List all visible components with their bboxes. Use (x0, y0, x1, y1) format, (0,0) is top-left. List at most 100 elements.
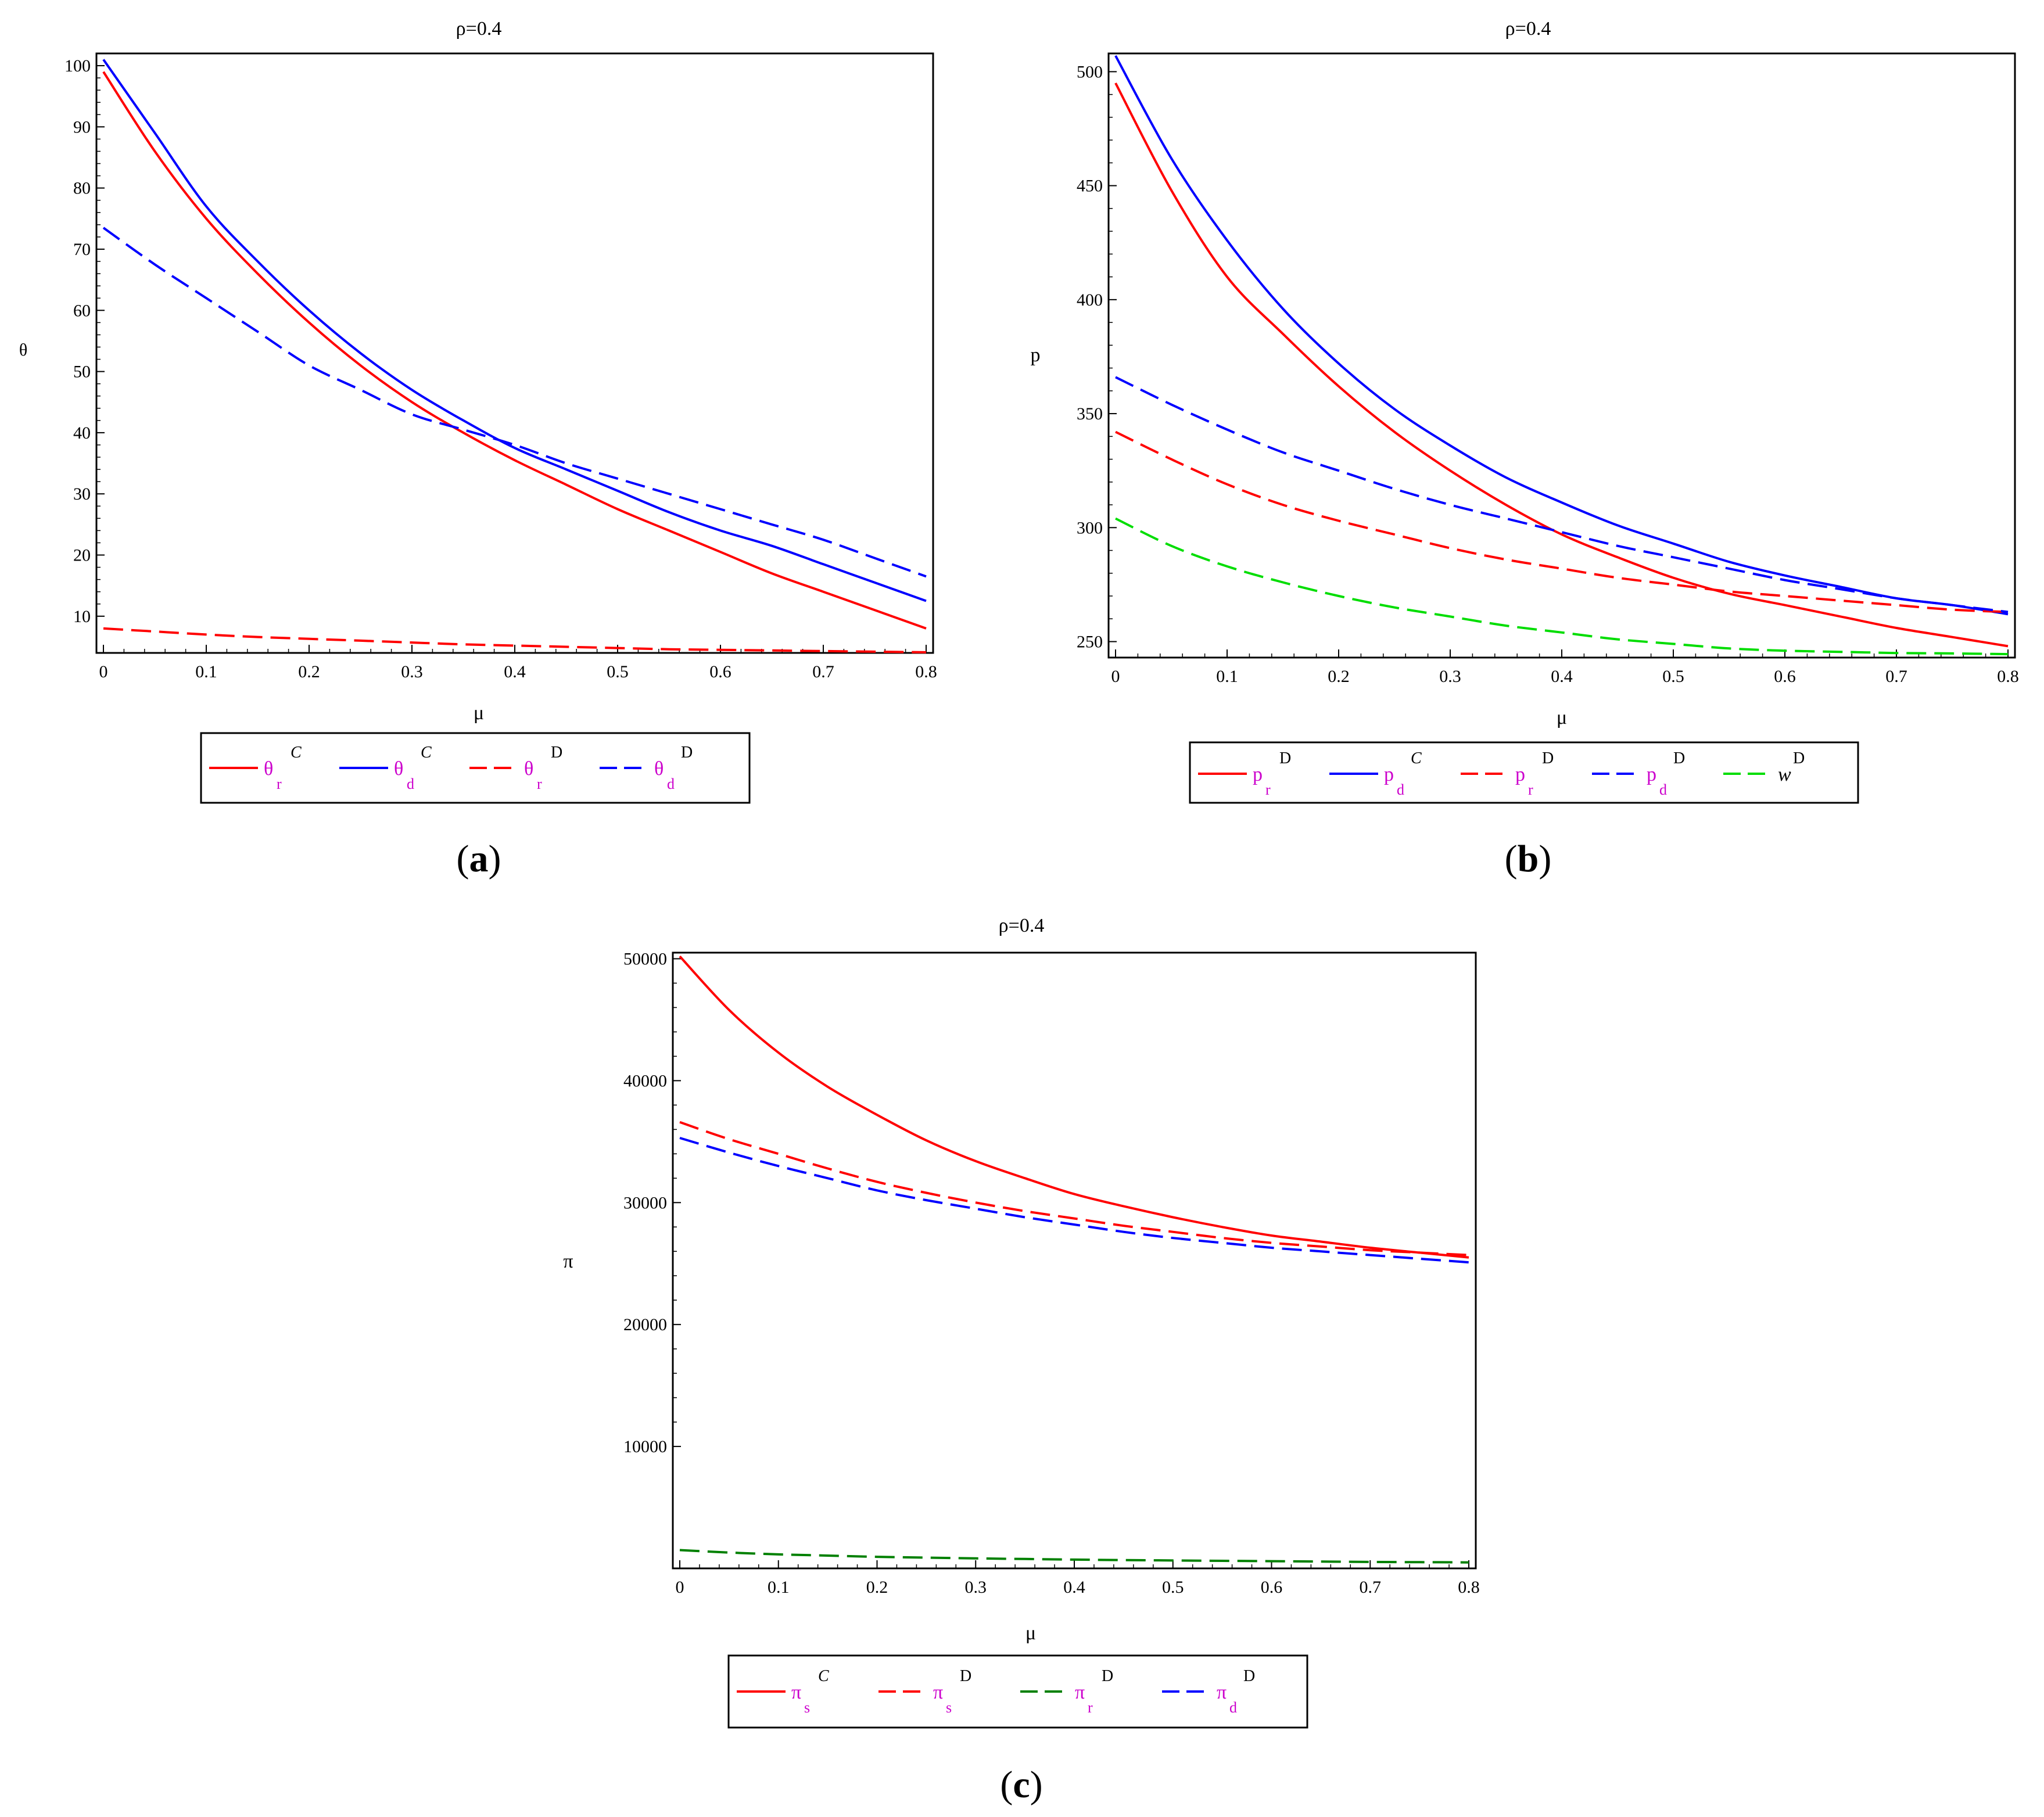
x-tick-label: 0.2 (298, 662, 320, 681)
chart-a-ylabel: θ (19, 340, 27, 360)
series-line-r-C-solid (102, 71, 927, 630)
chart-c-title: ρ=0.4 (999, 915, 1045, 936)
x-tick-label: 0.4 (1063, 1578, 1085, 1597)
y-tick-label: 20000 (623, 1315, 667, 1334)
legend-label-base: π (1075, 1682, 1085, 1703)
legend-label-sup: D (960, 1667, 971, 1685)
legend-label-sup: C (421, 744, 432, 762)
panel-c-profit-chart: ρ=0.4 π μ 10000 20000 30000 40000 50000 0 0.1… (563, 915, 1479, 1806)
y-tick-label: 90 (73, 117, 91, 137)
legend-label-sub: r (1265, 781, 1271, 798)
y-tick-label: 20 (73, 546, 91, 565)
chart-c-caption: (c) (1000, 1764, 1042, 1806)
y-tick-label: 40 (73, 423, 91, 443)
chart-c-xlabel: μ (1025, 1622, 1036, 1644)
x-tick-label: 0.5 (607, 662, 629, 681)
series-line-d-D-dashed (102, 227, 927, 578)
chart-a-caption: (a) (457, 838, 501, 880)
legend-label-base: θ (524, 758, 533, 780)
legend-label-base: θ (394, 758, 403, 780)
legend-label-sub: r (537, 775, 542, 792)
legend-label-base: θ (264, 758, 273, 780)
legend-label-base: π (933, 1682, 943, 1703)
x-tick-label: 0.1 (768, 1578, 790, 1597)
y-tick-label: 400 (1077, 290, 1103, 310)
y-tick-label: 500 (1077, 62, 1103, 81)
series-line-d-D-dashed (679, 1137, 1469, 1264)
legend-label-base: p (1384, 764, 1394, 785)
chart-b-y-ticks: 250 300 350 400 450 500 (1077, 62, 1117, 652)
x-tick-label: 0.3 (965, 1578, 987, 1597)
x-tick-label: 0.6 (709, 662, 731, 681)
series-line-s-C-solid (679, 955, 1469, 1259)
y-tick-label: 30000 (623, 1193, 667, 1212)
y-tick-label: 30 (73, 484, 91, 504)
x-tick-label: 0.4 (1551, 667, 1573, 686)
legend-label-sup: D (1542, 749, 1554, 767)
legend-label-base: p (1515, 764, 1525, 785)
x-tick-label: 0.1 (195, 662, 217, 681)
legend-label-base: π (1217, 1682, 1227, 1703)
x-tick-label: 0.8 (1997, 667, 2019, 686)
y-tick-label: 450 (1077, 177, 1103, 196)
series-line-r-D-dashed (679, 1549, 1469, 1564)
legend-label-base: w (1778, 764, 1791, 785)
legend-label-base: p (1253, 764, 1263, 785)
chart-c-y-ticks: 10000 20000 30000 40000 50000 (623, 949, 681, 1456)
legend-label-sub: s (946, 1699, 952, 1716)
chart-b-legend-box (1189, 741, 1859, 804)
y-tick-label: 350 (1077, 404, 1103, 423)
x-tick-label: 0.7 (812, 662, 834, 681)
y-tick-label: 40000 (623, 1071, 667, 1090)
y-tick-label: 50 (73, 362, 91, 382)
legend-label-sub: s (804, 1699, 810, 1716)
x-tick-label: 0.5 (1662, 667, 1684, 686)
legend-label-sub: d (407, 775, 414, 792)
x-tick-label: 0.2 (866, 1578, 888, 1597)
chart-c-legend-box (727, 1654, 1308, 1729)
y-tick-label: 10000 (623, 1437, 667, 1456)
chart-b-series (1114, 55, 2009, 656)
x-tick-label: 0.6 (1774, 667, 1796, 686)
x-tick-label: 0.7 (1360, 1578, 1382, 1597)
legend-label-sup: D (551, 744, 562, 762)
y-tick-label: 10 (73, 607, 91, 626)
legend-label-sup: D (1279, 749, 1291, 767)
series-line-d-C-solid (1114, 55, 2009, 616)
y-tick-label: 80 (73, 179, 91, 198)
legend-label-base: π (791, 1682, 801, 1703)
y-tick-label: 50000 (623, 949, 667, 968)
legend-label-sup: D (1243, 1667, 1255, 1685)
x-tick-label: 0.8 (1458, 1578, 1480, 1597)
legend-label-sup: D (681, 744, 693, 762)
series-line-d-C-solid (102, 59, 927, 602)
chart-a-xlabel: μ (474, 702, 484, 724)
chart-c-ylabel: π (563, 1251, 573, 1272)
x-tick-label: 0 (1111, 667, 1120, 686)
series-line-w-D-dashed (1115, 517, 2009, 656)
chart-a-legend-box (200, 732, 751, 804)
chart-b-title: ρ=0.4 (1505, 18, 1551, 40)
legend-label-sub: d (1229, 1699, 1237, 1716)
series-line-d-D-dashed (1115, 376, 2009, 613)
legend-label-sub: r (277, 775, 282, 792)
legend-label-base: p (1647, 764, 1656, 785)
panel-a-theta-chart: ρ=0.4 θ μ 10 20 30 40 50 60 70 80 90 100 0 0.1 0.2 0… (19, 18, 937, 880)
legend-label-sup: C (818, 1667, 829, 1685)
legend-label-sup: D (1673, 749, 1685, 767)
chart-c-series (679, 955, 1469, 1564)
y-tick-label: 100 (64, 56, 91, 76)
x-tick-label: 0.5 (1162, 1578, 1184, 1597)
legend-label-sub: r (1528, 781, 1533, 798)
chart-b-x-ticks: 0 0.1 0.2 0.3 0.4 0.5 0.6 0.7 0.8 (1111, 649, 2019, 686)
chart-b-xlabel: μ (1557, 707, 1567, 728)
chart-a-y-ticks: 10 20 30 40 50 60 70 80 90 100 (64, 56, 105, 626)
legend-label-sub: r (1088, 1699, 1093, 1716)
x-tick-label: 0.6 (1261, 1578, 1283, 1597)
x-tick-label: 0.2 (1328, 667, 1350, 686)
x-tick-label: 0.3 (1439, 667, 1461, 686)
